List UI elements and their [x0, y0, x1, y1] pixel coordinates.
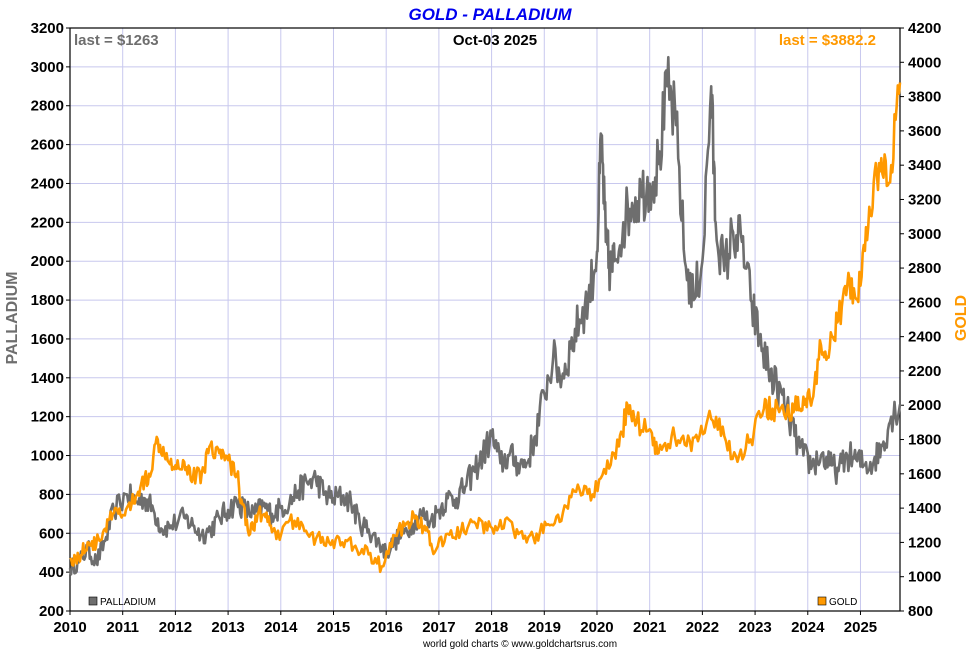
right-tick-label: 1600 [908, 466, 941, 483]
right-tick-label: 800 [908, 603, 933, 620]
left-tick-label: 2000 [31, 253, 64, 270]
left-tick-label: 1400 [31, 370, 64, 387]
gold-series-line [69, 82, 902, 574]
chart-title: GOLD - PALLADIUM [408, 5, 572, 24]
left-tick-label: 400 [39, 564, 64, 581]
palladium-series-line [68, 55, 902, 576]
left-tick-label: 1200 [31, 409, 64, 426]
right-tick-label: 2000 [908, 397, 941, 414]
chart-date: Oct-03 2025 [453, 32, 537, 49]
right-tick-label: 3400 [908, 157, 941, 174]
right-tick-label: 2800 [908, 260, 941, 277]
x-axis-ticks: 2010 2011 2012 2013 2014 2015 2016 2017 2018 2019… [53, 611, 877, 636]
x-tick-label: 2019 [528, 619, 561, 636]
gold-legend-label: GOLD [829, 597, 857, 608]
chart-credit: world gold charts © www.goldchartsrus.co… [422, 639, 617, 650]
right-tick-label: 2600 [908, 294, 941, 311]
right-tick-label: 3200 [908, 191, 941, 208]
right-axis-ticks: 800 1000 1200 1400 1600 1800 2000 2200 2400 2600 2… [900, 20, 941, 620]
left-axis-ticks: 200 400 600 800 1000 1200 1400 1600 1800 2000 2200… [31, 20, 70, 620]
x-tick-label: 2018 [475, 619, 508, 636]
legend-gold: GOLD [817, 596, 857, 608]
x-tick-label: 2022 [686, 619, 719, 636]
x-tick-label: 2016 [370, 619, 403, 636]
left-tick-label: 2600 [31, 137, 64, 154]
x-tick-label: 2017 [422, 619, 455, 636]
right-tick-label: 3600 [908, 123, 941, 140]
left-tick-label: 2400 [31, 175, 64, 192]
x-tick-label: 2011 [106, 619, 139, 636]
left-tick-label: 2800 [31, 98, 64, 115]
left-tick-label: 2200 [31, 214, 64, 231]
left-tick-label: 1600 [31, 331, 64, 348]
gold-legend-swatch [817, 596, 827, 606]
x-tick-label: 2015 [317, 619, 350, 636]
plot-frame [69, 27, 901, 612]
right-tick-label: 4000 [908, 54, 941, 71]
right-tick-label: 3800 [908, 89, 941, 106]
left-axis-title: PALLADIUM [4, 271, 21, 364]
right-tick-label: 2400 [908, 329, 941, 346]
gold-last-price: last = $3882.2 [779, 32, 876, 49]
palladium-last-price: last = $1263 [74, 32, 159, 49]
left-tick-label: 3000 [31, 59, 64, 76]
left-tick-label: 1000 [31, 448, 64, 465]
left-tick-label: 200 [39, 603, 64, 620]
x-tick-label: 2010 [53, 619, 86, 636]
right-tick-label: 2200 [908, 363, 941, 380]
x-tick-label: 2025 [844, 619, 877, 636]
legend-palladium: PALLADIUM [88, 596, 156, 608]
x-tick-label: 2024 [791, 619, 825, 636]
left-tick-label: 600 [39, 525, 64, 542]
x-tick-label: 2014 [264, 619, 298, 636]
x-tick-label: 2013 [211, 619, 244, 636]
right-tick-label: 1000 [908, 569, 941, 586]
right-tick-label: 4200 [908, 20, 941, 37]
x-tick-label: 2023 [738, 619, 771, 636]
left-tick-label: 3200 [31, 20, 64, 37]
x-tick-label: 2020 [580, 619, 613, 636]
right-tick-label: 1200 [908, 534, 941, 551]
palladium-legend-swatch [88, 596, 98, 606]
right-tick-label: 1400 [908, 500, 941, 517]
x-tick-label: 2021 [633, 619, 666, 636]
x-tick-label: 2012 [159, 619, 192, 636]
right-axis-title: GOLD [953, 295, 970, 341]
left-tick-label: 1800 [31, 292, 64, 309]
right-tick-label: 3000 [908, 226, 941, 243]
left-tick-label: 800 [39, 486, 64, 503]
right-tick-label: 1800 [908, 432, 941, 449]
palladium-legend-label: PALLADIUM [100, 597, 156, 608]
